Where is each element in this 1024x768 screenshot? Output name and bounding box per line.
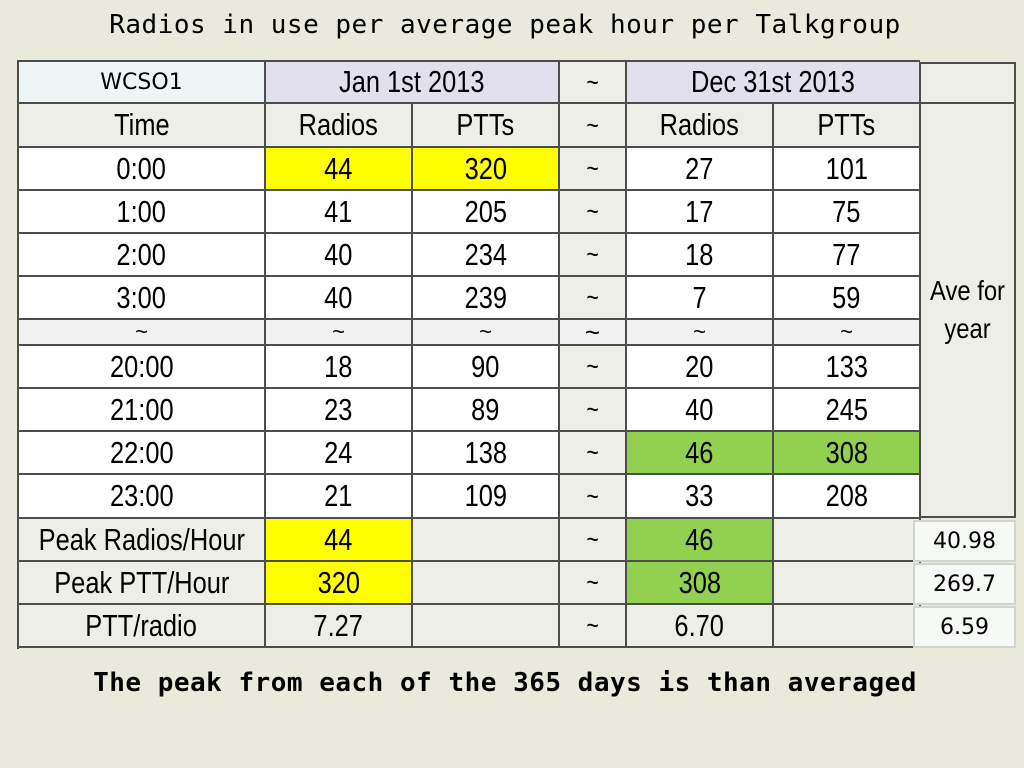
- summary-label-cell: Peak PTT/Hour: [19, 562, 266, 605]
- radios-end-cell: 33: [627, 475, 774, 519]
- time-cell: 21:00: [19, 389, 266, 432]
- summary-start-value: 7.27: [266, 605, 413, 648]
- end-date-header: Dec 31st 2013: [627, 62, 921, 104]
- ptts-end-cell: 308: [774, 432, 921, 475]
- radios-end-cell: 27: [627, 148, 774, 191]
- ptts-end-cell: 101: [774, 148, 921, 191]
- ave-for-year-label: Ave for year: [921, 104, 1016, 518]
- ptts-end-cell: 59: [774, 277, 921, 320]
- table-frame-top: [17, 60, 920, 62]
- footer-note: The peak from each of the 365 days is th…: [93, 668, 917, 698]
- ptts-start-cell: 109: [413, 475, 560, 519]
- ptts-end-cell: ~: [774, 320, 921, 346]
- summary-empty-cell: [413, 519, 560, 562]
- summary-empty-cell: [774, 562, 921, 605]
- time-cell: 2:00: [19, 234, 266, 277]
- radios-start-cell: 44: [266, 148, 413, 191]
- summary-end-value: 308: [627, 562, 774, 605]
- time-cell: 3:00: [19, 277, 266, 320]
- ave-peak-radios: 40.98: [913, 520, 1016, 562]
- start-date-header: Jan 1st 2013: [266, 62, 560, 104]
- range-tilde: ~: [560, 346, 627, 389]
- ptts-start-cell: 138: [413, 432, 560, 475]
- ptts-end-cell: 245: [774, 389, 921, 432]
- ave-peak-ptt: 269.7: [913, 563, 1016, 605]
- range-tilde: ~: [560, 389, 627, 432]
- ptts-start-cell: 89: [413, 389, 560, 432]
- radios-start-cell: ~: [266, 320, 413, 346]
- range-tilde: ~: [560, 432, 627, 475]
- ptts-header-start: PTTs: [413, 104, 560, 148]
- radios-header-end: Radios: [627, 104, 774, 148]
- ptts-start-cell: 90: [413, 346, 560, 389]
- radios-start-cell: 40: [266, 234, 413, 277]
- summary-empty-cell: [774, 519, 921, 562]
- summary-end-value: 6.70: [627, 605, 774, 648]
- range-tilde: ~: [560, 62, 627, 104]
- ptts-start-cell: 239: [413, 277, 560, 320]
- radios-end-cell: 46: [627, 432, 774, 475]
- time-cell: ~: [19, 320, 266, 346]
- summary-end-value: 46: [627, 519, 774, 562]
- range-tilde: ~: [560, 475, 627, 519]
- range-tilde: ~: [560, 104, 627, 148]
- range-tilde: ~: [560, 519, 627, 562]
- summary-label-cell: Peak Radios/Hour: [19, 519, 266, 562]
- time-cell: 1:00: [19, 191, 266, 234]
- page-title: Radios in use per average peak hour per …: [109, 10, 901, 40]
- ptts-start-cell: 205: [413, 191, 560, 234]
- time-cell: 0:00: [19, 148, 266, 191]
- ptts-end-cell: 77: [774, 234, 921, 277]
- radios-end-cell: 7: [627, 277, 774, 320]
- radios-end-cell: 20: [627, 346, 774, 389]
- summary-empty-cell: [774, 605, 921, 648]
- ave-ptt-per-radio: 6.59: [913, 606, 1016, 648]
- corner-empty-cell: [921, 62, 1016, 104]
- radios-start-cell: 21: [266, 475, 413, 519]
- range-tilde: ~: [560, 148, 627, 191]
- ptts-header-end: PTTs: [774, 104, 921, 148]
- summary-start-value: 44: [266, 519, 413, 562]
- radios-end-cell: 40: [627, 389, 774, 432]
- range-tilde: ~: [560, 320, 627, 346]
- summary-empty-cell: [413, 605, 560, 648]
- range-tilde: ~: [560, 234, 627, 277]
- ptts-start-cell: 320: [413, 148, 560, 191]
- ptts-start-cell: 234: [413, 234, 560, 277]
- radios-end-cell: 17: [627, 191, 774, 234]
- group-name-cell: WCSO1: [19, 62, 266, 104]
- radios-start-cell: 18: [266, 346, 413, 389]
- time-cell: 23:00: [19, 475, 266, 519]
- radios-end-cell: 18: [627, 234, 774, 277]
- radios-start-cell: 24: [266, 432, 413, 475]
- time-cell: 20:00: [19, 346, 266, 389]
- ptts-start-cell: ~: [413, 320, 560, 346]
- range-tilde: ~: [560, 605, 627, 648]
- summary-label-cell: PTT/radio: [19, 605, 266, 648]
- radios-start-cell: 41: [266, 191, 413, 234]
- time-cell: 22:00: [19, 432, 266, 475]
- range-tilde: ~: [560, 277, 627, 320]
- radios-start-cell: 40: [266, 277, 413, 320]
- summary-empty-cell: [413, 562, 560, 605]
- range-tilde: ~: [560, 562, 627, 605]
- ptts-end-cell: 208: [774, 475, 921, 519]
- ptts-end-cell: 75: [774, 191, 921, 234]
- ptts-end-cell: 133: [774, 346, 921, 389]
- table-frame-left: [17, 60, 19, 649]
- radios-end-cell: ~: [627, 320, 774, 346]
- radios-header-start: Radios: [266, 104, 413, 148]
- radios-start-cell: 23: [266, 389, 413, 432]
- range-tilde: ~: [560, 191, 627, 234]
- summary-start-value: 320: [266, 562, 413, 605]
- time-header: Time: [19, 104, 266, 148]
